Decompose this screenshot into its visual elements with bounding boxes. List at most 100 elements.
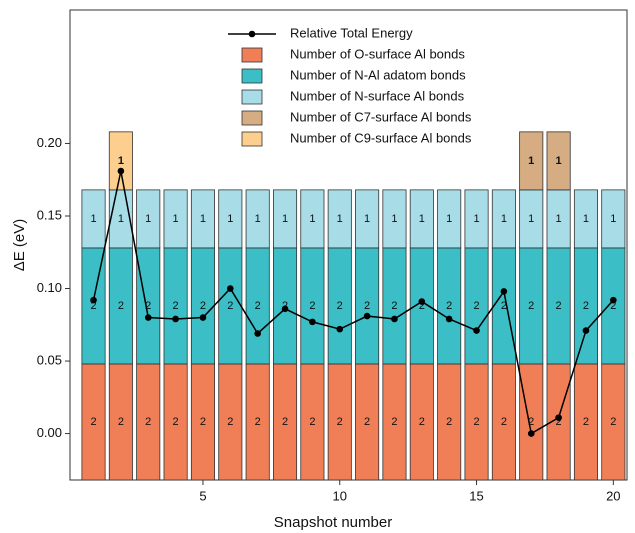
y-tick-label: 0.20: [37, 135, 62, 150]
segment-label: 2: [337, 416, 343, 428]
segment-label: 2: [528, 416, 534, 428]
legend-swatch: [241, 110, 263, 126]
segment-label: 2: [610, 300, 616, 312]
segment-label: 2: [145, 416, 151, 428]
bar-segment: [163, 189, 188, 249]
y-axis-label: ΔE (eV): [11, 219, 28, 272]
segment-label: 2: [227, 416, 233, 428]
segment-label: 2: [583, 416, 589, 428]
legend-dot: [248, 30, 256, 38]
segment-label: 1: [337, 213, 343, 225]
legend-swatch: [241, 68, 263, 84]
legend-label: Number of O-surface Al bonds: [290, 46, 465, 61]
bar-segment: [136, 189, 161, 249]
bar-segment: [601, 189, 626, 249]
energy-point: [144, 314, 152, 321]
segment-label: 2: [610, 416, 616, 428]
segment-label: 2: [583, 300, 589, 312]
segment-label: 1: [282, 213, 288, 225]
energy-point: [527, 430, 535, 437]
segment-label: 1: [528, 155, 534, 167]
legend-swatch: [241, 89, 263, 105]
bar-segment: [409, 189, 434, 249]
segment-label: 2: [391, 416, 397, 428]
segment-label: 2: [282, 416, 288, 428]
legend-swatch: [241, 131, 263, 147]
energy-point: [90, 296, 97, 304]
energy-point: [363, 312, 371, 320]
segment-label: 1: [364, 213, 370, 225]
x-axis-label: Snapshot number: [274, 514, 392, 531]
bar-segment: [519, 131, 544, 191]
bar-segment: [190, 189, 215, 249]
segment-label: 1: [227, 213, 233, 225]
energy-point: [473, 327, 480, 334]
x-tick-label: 5: [199, 488, 206, 503]
segment-label: 1: [419, 213, 425, 225]
segment-label: 2: [255, 416, 261, 428]
bar-segment: [81, 189, 106, 249]
segment-label: 1: [200, 213, 206, 225]
energy-point: [309, 318, 316, 326]
energy-point: [117, 167, 125, 175]
bar-segment: [355, 189, 380, 249]
legend-label: Relative Total Energy: [290, 25, 413, 40]
segment-label: 2: [501, 300, 507, 312]
segment-label: 2: [473, 416, 479, 428]
bar-segment: [437, 189, 462, 249]
segment-label: 1: [118, 213, 124, 225]
bar-segment: [382, 189, 407, 249]
energy-point: [254, 330, 261, 337]
segment-label: 2: [227, 300, 233, 312]
segment-label: 2: [173, 300, 179, 312]
bar-segment: [573, 189, 598, 249]
y-tick-label: 0.15: [37, 207, 62, 222]
y-tick-label: 0.00: [37, 425, 62, 440]
x-tick-label: 15: [469, 488, 483, 503]
segment-label: 2: [118, 300, 124, 312]
bar-segment: [491, 189, 516, 249]
segment-label: 1: [556, 155, 562, 167]
segment-label: 1: [610, 213, 616, 225]
segment-label: 2: [419, 416, 425, 428]
segment-label: 2: [556, 416, 562, 428]
segment-label: 2: [173, 416, 179, 428]
segment-label: 2: [90, 300, 96, 312]
bar-segment: [245, 189, 270, 249]
segment-label: 1: [473, 213, 479, 225]
segment-label: 1: [391, 213, 397, 225]
segment-label: 2: [309, 416, 315, 428]
segment-label: 2: [255, 300, 261, 312]
legend-swatch: [241, 47, 263, 63]
energy-line: [92, 170, 614, 435]
bar-segment: [300, 189, 325, 249]
legend-label: Number of N-surface Al bonds: [290, 88, 465, 103]
segment-label: 1: [446, 213, 452, 225]
segment-label: 2: [200, 416, 206, 428]
segment-label: 1: [501, 213, 507, 225]
x-tick-label: 10: [333, 488, 347, 503]
bar-segment: [546, 131, 571, 191]
segment-label: 2: [90, 416, 96, 428]
energy-point: [199, 314, 207, 321]
bar-segment: [273, 189, 298, 249]
bar-segment: [327, 189, 352, 249]
bar-segment: [218, 189, 243, 249]
segment-label: 2: [118, 416, 124, 428]
segment-label: 1: [173, 213, 179, 225]
segment-label: 1: [309, 213, 315, 225]
segment-label: 1: [583, 213, 589, 225]
energy-point: [610, 296, 617, 304]
segment-label: 2: [145, 300, 151, 312]
energy-point: [500, 288, 508, 295]
bar-segment: [464, 189, 489, 249]
energy-point: [391, 315, 398, 323]
segment-label: 1: [255, 213, 261, 225]
energy-point: [418, 298, 426, 305]
energy-point: [555, 414, 562, 421]
energy-point: [336, 325, 344, 333]
segment-label: 2: [200, 300, 206, 312]
energy-point: [227, 285, 234, 292]
legend-label: Number of C9-surface Al bonds: [290, 130, 472, 145]
